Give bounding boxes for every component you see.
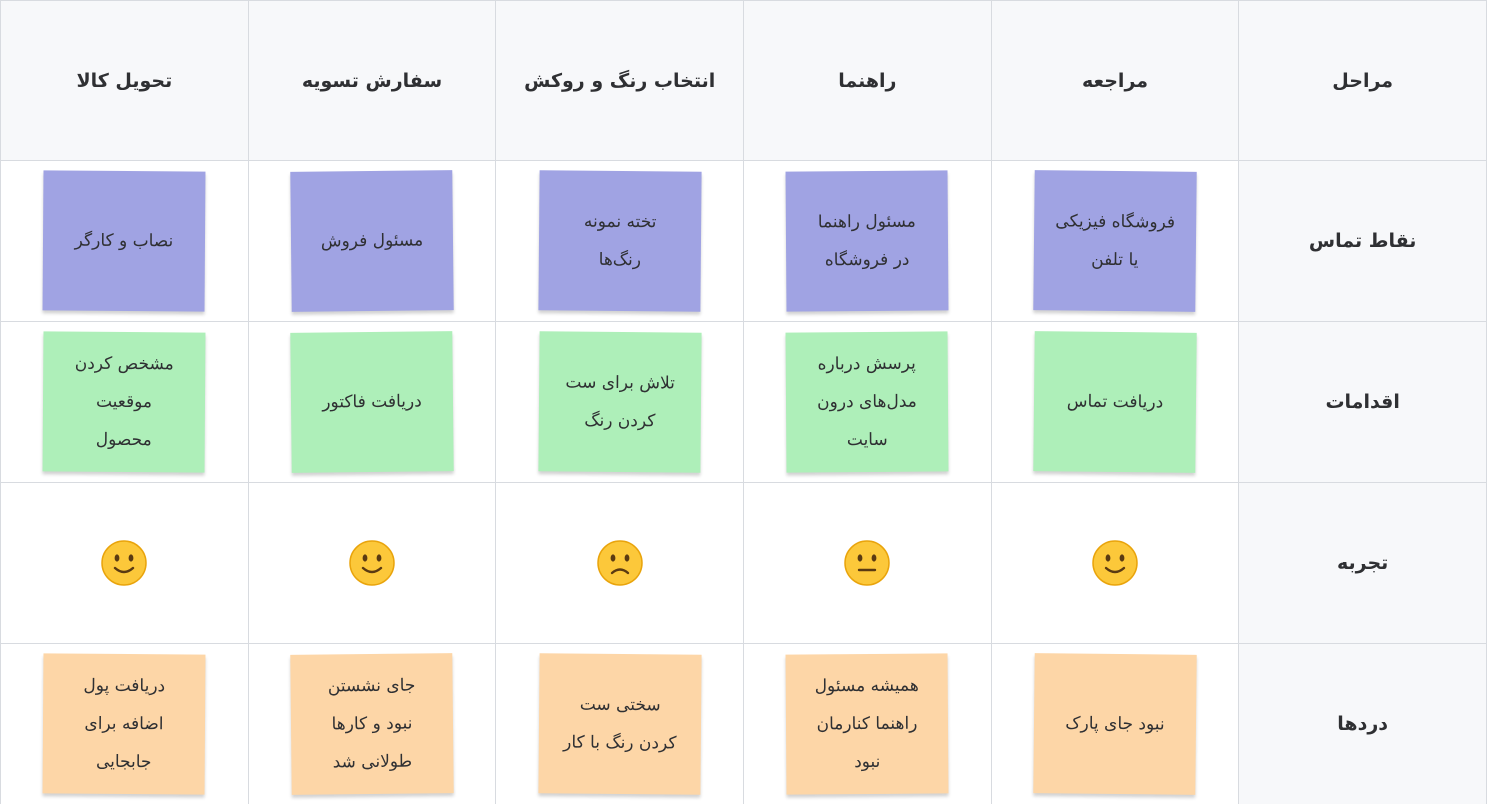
note-text: راهنما کنارمان xyxy=(816,713,918,735)
row-label-cell: تجربه xyxy=(1239,483,1486,643)
map-cell: جای نشستن نبود و کارها طولانی شد xyxy=(248,644,496,804)
sticky-note: سختی ست کردن رنگ با کار xyxy=(538,653,702,795)
map-cell: تخته نمونه رنگ‌ها xyxy=(496,161,743,321)
map-cell: سختی ست کردن رنگ با کار xyxy=(496,644,743,804)
sticky-note: نصاب و کارگر xyxy=(42,170,206,312)
stage-cell: راهنما xyxy=(744,1,991,160)
row-label-cell: دردها xyxy=(1239,644,1486,804)
note-text: مدل‌های درون xyxy=(817,391,918,413)
stage-title: تحویل کالا xyxy=(76,69,173,92)
note-text: مشخص کردن xyxy=(75,353,175,375)
map-cell xyxy=(248,483,496,643)
row-label: دردها xyxy=(1337,713,1389,735)
sticky-note: جای نشستن نبود و کارها طولانی شد xyxy=(290,653,454,795)
stage-title: انتخاب رنگ و روکش xyxy=(524,69,716,92)
note-text: در فروشگاه xyxy=(825,249,910,271)
map-cell xyxy=(1,483,248,643)
map-cell: نبود جای پارک xyxy=(991,644,1239,804)
row-label: نقاط تماس xyxy=(1308,230,1417,252)
emoji-face xyxy=(844,540,891,586)
sticky-note: دریافت تماس xyxy=(1033,331,1197,473)
map-cell: مشخص کردن موقعیت محصول xyxy=(1,322,248,482)
map-cell: دریافت فاکتور xyxy=(248,322,496,482)
sticky-note: مسئول راهنما در فروشگاه xyxy=(785,170,949,312)
note-text: اضافه برای xyxy=(84,713,164,735)
map-cell: مسئول راهنما در فروشگاه xyxy=(744,161,991,321)
stage-title: مراجعه xyxy=(1081,69,1149,92)
map-cell: نصاب و کارگر xyxy=(1,161,248,321)
sticky-note: تلاش برای ست کردن رنگ xyxy=(538,331,702,473)
sticky-note: همیشه مسئول راهنما کنارمان نبود xyxy=(785,653,949,795)
map-cell xyxy=(496,483,743,643)
map-cell: دریافت پول اضافه برای جابجایی xyxy=(1,644,248,804)
map-cell: تلاش برای ست کردن رنگ xyxy=(496,322,743,482)
note-text: فروشگاه فیزیکی xyxy=(1055,211,1176,233)
note-text: مسئول راهنما xyxy=(818,211,917,233)
row-label-cell: نقاط تماس xyxy=(1239,161,1486,321)
map-cell: پرسش درباره مدل‌های درون سایت xyxy=(744,322,991,482)
note-text: جای نشستن xyxy=(327,675,416,697)
map-cell xyxy=(744,483,991,643)
emoji-face xyxy=(596,540,643,586)
note-text: موقعیت xyxy=(96,391,153,413)
row-label: اقدامات xyxy=(1325,391,1400,413)
note-text: تخته نمونه xyxy=(583,211,657,233)
stage-title: سفارش تسویه xyxy=(301,69,443,92)
note-text: محصول xyxy=(96,429,153,451)
sticky-note: مشخص کردن موقعیت محصول xyxy=(42,331,206,473)
map-cell: همیشه مسئول راهنما کنارمان نبود xyxy=(744,644,991,804)
note-text: همیشه مسئول xyxy=(814,675,920,697)
map-cell: مسئول فروش xyxy=(248,161,496,321)
map-cell xyxy=(991,483,1239,643)
emoji-face xyxy=(1092,540,1138,586)
sticky-note: تخته نمونه رنگ‌ها xyxy=(538,170,702,312)
map-cell: فروشگاه فیزیکی یا تلفن xyxy=(991,161,1239,321)
sticky-note: فروشگاه فیزیکی یا تلفن xyxy=(1033,170,1197,312)
note-text: دریافت تماس xyxy=(1066,391,1164,413)
emoji-face xyxy=(349,540,395,586)
note-text: کردن رنگ xyxy=(583,410,656,432)
note-text: تلاش برای ست xyxy=(565,372,675,394)
stage-title: راهنما xyxy=(838,69,897,92)
note-text: رنگ‌ها xyxy=(598,249,641,271)
note-text: جابجایی xyxy=(96,751,152,773)
sticky-note: دریافت فاکتور xyxy=(290,331,454,473)
emoji-face xyxy=(101,540,148,586)
stage-cell: انتخاب رنگ و روکش xyxy=(496,1,743,160)
note-text: کردن رنگ با کار xyxy=(562,732,677,754)
note-text: یا تلفن xyxy=(1091,249,1139,271)
row-label-cell: اقدامات xyxy=(1239,322,1486,482)
stages-label: مراحل xyxy=(1332,69,1394,92)
row-label: تجربه xyxy=(1337,552,1389,574)
stage-cell: تحویل کالا xyxy=(1,1,248,160)
map-cell: دریافت تماس xyxy=(991,322,1239,482)
note-text: طولانی شد xyxy=(332,751,413,773)
stage-cell: سفارش تسویه xyxy=(248,1,496,160)
sticky-note: مسئول فروش xyxy=(290,170,454,312)
note-text: دریافت فاکتور xyxy=(322,391,422,413)
note-text: نصاب و کارگر xyxy=(74,230,174,252)
note-text: سایت xyxy=(847,429,889,451)
note-text: مسئول فروش xyxy=(320,230,424,252)
note-text: نبود و کارها xyxy=(331,713,413,735)
sticky-note: نبود جای پارک xyxy=(1033,653,1197,795)
sticky-note: پرسش درباره مدل‌های درون سایت xyxy=(785,331,949,473)
note-text: دریافت پول xyxy=(83,675,166,697)
note-text: نبود جای پارک xyxy=(1065,713,1165,735)
note-text: پرسش درباره xyxy=(817,353,917,375)
sticky-note: دریافت پول اضافه برای جابجایی xyxy=(42,653,206,795)
stage-cell: مراجعه xyxy=(991,1,1239,160)
note-text: سختی ست xyxy=(579,694,661,716)
note-text: نبود xyxy=(854,751,881,773)
corner-cell: مراحل xyxy=(1239,1,1486,160)
